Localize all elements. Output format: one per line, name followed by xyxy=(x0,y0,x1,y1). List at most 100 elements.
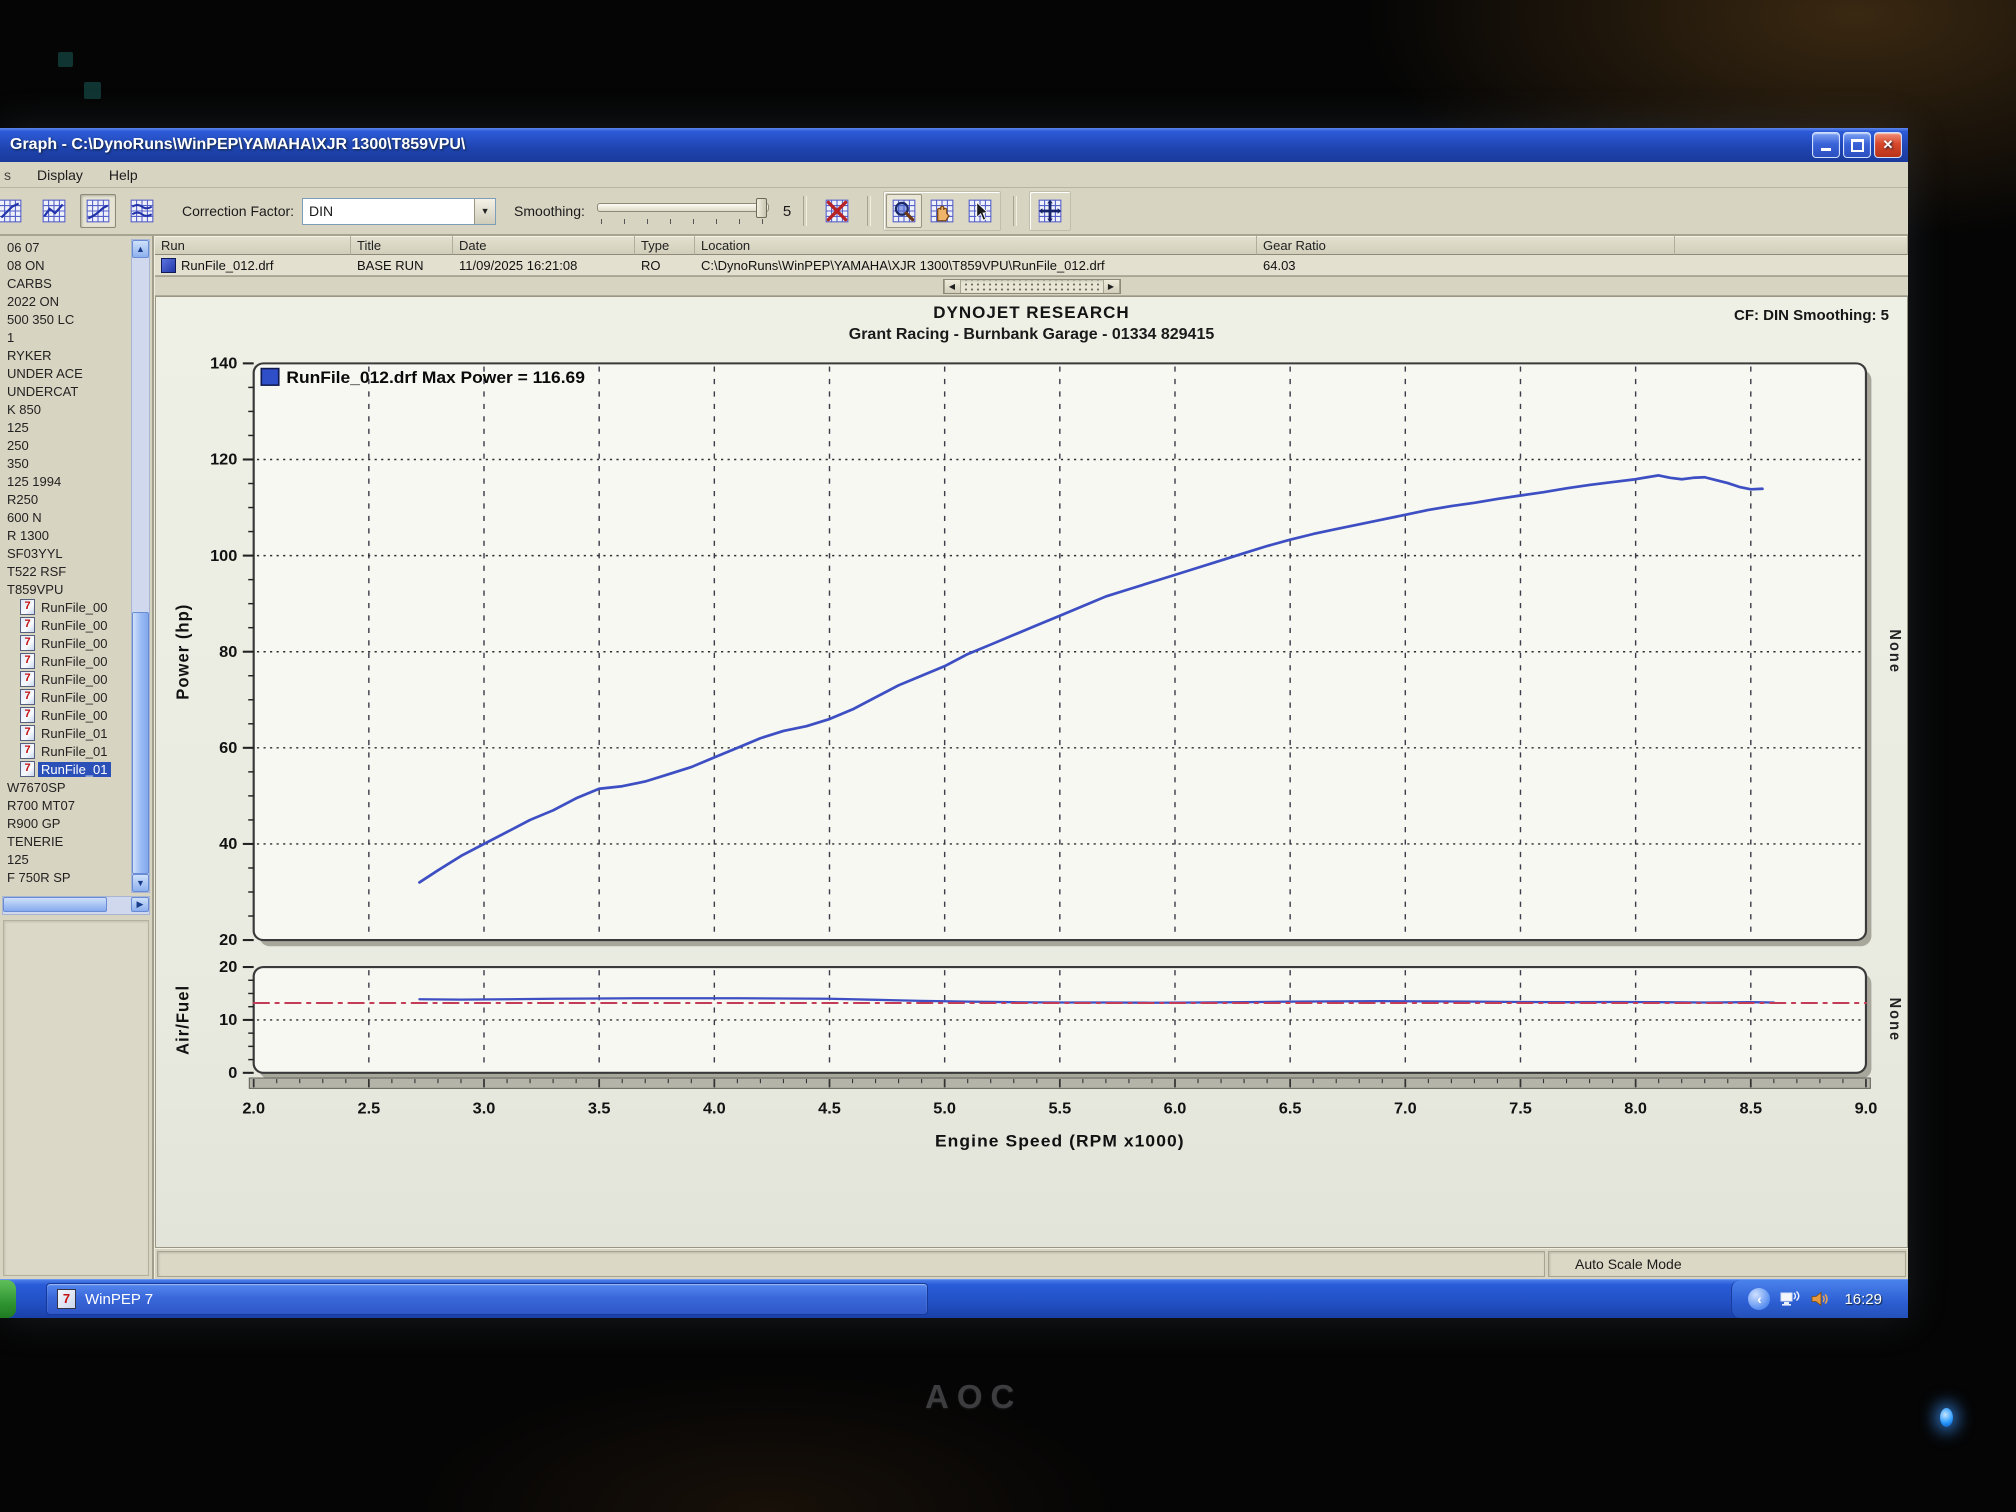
sidebar-item[interactable]: F 750R SP xyxy=(4,868,134,886)
run-table-row[interactable]: RunFile_012.drf BASE RUN 11/09/2025 16:21:… xyxy=(155,255,1908,276)
sidebar-item[interactable]: 125 xyxy=(4,850,134,868)
scroll-right-icon[interactable]: ▶ xyxy=(131,897,149,912)
sidebar-item[interactable]: SF03YYL xyxy=(4,544,134,562)
sidebar-item-label: 125 xyxy=(7,851,29,867)
graph-view-2-button[interactable] xyxy=(36,194,72,228)
sidebar-tree: 06 07 08 ON CARBS 2022 ON 500 350 LC 1 RYKER UN… xyxy=(0,236,152,894)
scrollbar-track[interactable] xyxy=(960,279,1103,293)
runfile-icon: 7 xyxy=(20,743,35,759)
start-button[interactable] xyxy=(0,1280,16,1318)
sidebar-item[interactable]: 7 RunFile_00 xyxy=(4,706,134,724)
sidebar-item-label: TENERIE xyxy=(7,833,64,849)
sidebar-item-label: W7670SP xyxy=(7,779,66,795)
pan-graph-button[interactable] xyxy=(924,194,960,228)
crosshair-graph-button[interactable] xyxy=(1032,194,1068,228)
sidebar-item[interactable]: 1 xyxy=(4,328,134,346)
graph-view-1-button[interactable] xyxy=(0,194,28,228)
sidebar-item[interactable]: 350 xyxy=(4,454,134,472)
sidebar-horizontal-scrollbar[interactable]: ▶ xyxy=(2,896,150,915)
clear-graph-button[interactable] xyxy=(819,194,855,228)
chevron-down-icon[interactable]: ▼ xyxy=(474,198,496,224)
scroll-up-icon[interactable]: ▲ xyxy=(132,240,149,258)
scroll-right-icon[interactable]: ▶ xyxy=(1102,279,1120,293)
mini-scrollbar[interactable]: ◀ ▶ xyxy=(942,278,1121,294)
pointer-graph-button[interactable] xyxy=(962,194,998,228)
column-header[interactable]: Location xyxy=(695,236,1257,255)
scrollbar-thumb[interactable] xyxy=(3,897,108,912)
sidebar-item[interactable]: 500 350 LC xyxy=(4,310,134,328)
run-color-swatch xyxy=(161,258,176,273)
sidebar-item[interactable]: 08 ON xyxy=(4,256,134,274)
monitor-screen: Graph - C:\DynoRuns\WinPEP\YAMAHA\XJR 13… xyxy=(0,128,1908,1318)
column-header[interactable]: Title xyxy=(351,236,453,255)
sidebar-item[interactable]: T522 RSF xyxy=(4,562,134,580)
run-table-header: Run Title Date Type Location Gear Ratio xyxy=(155,236,1908,255)
volume-tray-icon[interactable] xyxy=(1810,1290,1830,1308)
zoom-graph-button[interactable] xyxy=(886,194,923,228)
sidebar-item[interactable]: 600 N xyxy=(4,508,134,526)
column-header[interactable]: Gear Ratio xyxy=(1257,236,1675,255)
sidebar-item[interactable]: 7 RunFile_00 xyxy=(4,598,134,616)
clock[interactable]: 16:29 xyxy=(1844,1290,1882,1308)
smoothing-slider[interactable] xyxy=(593,196,773,226)
airfuel-ytick-label: 20 xyxy=(219,960,237,977)
slider-thumb[interactable] xyxy=(755,198,767,218)
scrollbar-thumb[interactable] xyxy=(132,611,149,875)
sidebar-item[interactable]: TENERIE xyxy=(4,832,134,850)
sidebar-item[interactable]: K 850 xyxy=(4,400,134,418)
xtick-label: 4.5 xyxy=(818,1101,841,1118)
cursor-arrow-icon xyxy=(968,199,992,223)
scroll-left-icon[interactable]: ◀ xyxy=(943,279,961,293)
sidebar-item[interactable]: 7 RunFile_00 xyxy=(4,670,134,688)
column-header[interactable]: Type xyxy=(635,236,695,255)
sidebar-item[interactable]: W7670SP xyxy=(4,778,134,796)
close-button[interactable]: ✕ xyxy=(1874,132,1902,158)
graph-view-4-button[interactable] xyxy=(124,194,160,228)
sidebar-item[interactable]: 7 RunFile_01 xyxy=(4,760,134,778)
sidebar-item[interactable]: UNDERCAT xyxy=(4,382,134,400)
sidebar-item[interactable]: R 1300 xyxy=(4,526,134,544)
network-tray-icon[interactable] xyxy=(1780,1290,1800,1308)
column-header[interactable]: Run xyxy=(155,236,351,255)
sidebar-item-label: RunFile_01 xyxy=(38,761,111,777)
sidebar-item[interactable]: 7 RunFile_01 xyxy=(4,742,134,760)
sidebar-item[interactable]: UNDER ACE xyxy=(4,364,134,382)
sidebar-item[interactable]: RYKER xyxy=(4,346,134,364)
menu-item-help[interactable]: Help xyxy=(108,166,138,183)
correction-factor-select[interactable]: DIN ▼ xyxy=(302,197,497,225)
minimize-button[interactable] xyxy=(1812,132,1840,158)
sidebar-item[interactable]: R700 MT07 xyxy=(4,796,134,814)
sidebar-vertical-scrollbar[interactable]: ▲ ▼ xyxy=(131,239,150,893)
sidebar-item[interactable]: 7 RunFile_00 xyxy=(4,634,134,652)
sidebar-item[interactable]: 7 RunFile_01 xyxy=(4,724,134,742)
tray-collapse-icon[interactable]: ‹ xyxy=(1748,1288,1771,1310)
sidebar-item[interactable]: CARBS xyxy=(4,274,134,292)
sidebar-item[interactable]: 7 RunFile_00 xyxy=(4,616,134,634)
winpep-task-button[interactable]: 7 WinPEP 7 xyxy=(46,1283,928,1315)
sidebar-item[interactable]: 125 1994 xyxy=(4,472,134,490)
column-header[interactable] xyxy=(1675,236,1908,255)
column-header[interactable]: Date xyxy=(453,236,635,255)
sidebar-item-label: 08 ON xyxy=(7,257,45,273)
sidebar-item-label: CARBS xyxy=(7,275,52,291)
sidebar-item[interactable]: 125 xyxy=(4,418,134,436)
graph-view-3-button[interactable] xyxy=(80,194,116,228)
restore-button[interactable] xyxy=(1843,132,1871,158)
sidebar-item[interactable]: 06 07 xyxy=(4,238,134,256)
menu-item-display[interactable]: Display xyxy=(37,166,83,183)
sidebar-item[interactable]: R250 xyxy=(4,490,134,508)
sidebar-item[interactable]: T859VPU xyxy=(4,580,134,598)
sidebar-item[interactable]: 2022 ON xyxy=(4,292,134,310)
window-titlebar[interactable]: Graph - C:\DynoRuns\WinPEP\YAMAHA\XJR 13… xyxy=(0,128,1908,162)
sidebar-item[interactable]: 7 RunFile_00 xyxy=(4,688,134,706)
sidebar-item[interactable]: 7 RunFile_00 xyxy=(4,652,134,670)
sidebar-item-label: RunFile_01 xyxy=(41,743,108,759)
scroll-down-icon[interactable]: ▼ xyxy=(132,874,149,892)
sidebar-item-label: UNDERCAT xyxy=(7,383,79,399)
sidebar-item[interactable]: R900 GP xyxy=(4,814,134,832)
slider-track[interactable] xyxy=(596,203,769,212)
menu-item-partial[interactable]: s xyxy=(4,166,11,183)
xtick-label: 5.0 xyxy=(933,1101,956,1118)
sidebar-item-label: UNDER ACE xyxy=(7,365,83,381)
sidebar-item[interactable]: 250 xyxy=(4,436,134,454)
